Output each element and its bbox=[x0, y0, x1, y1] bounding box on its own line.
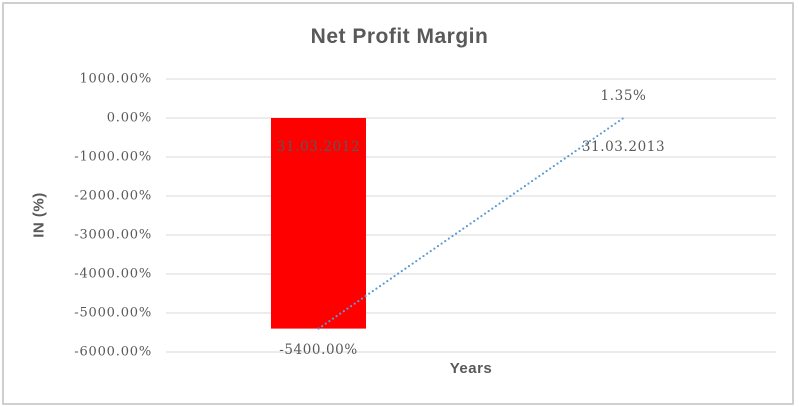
x-axis-title: Years bbox=[449, 360, 493, 377]
y-axis-tick-label: -1000.00% bbox=[74, 149, 152, 165]
chart-title: Net Profit Margin bbox=[310, 25, 489, 48]
data-label: 1.35% bbox=[600, 87, 647, 104]
bar-31.03.2012 bbox=[271, 118, 366, 329]
y-axis-tick-label: -6000.00% bbox=[74, 344, 152, 360]
y-axis-tick-label: 1000.00% bbox=[79, 71, 152, 87]
y-axis-tick-label: -2000.00% bbox=[74, 188, 152, 204]
data-label: -5400.00% bbox=[279, 341, 358, 358]
y-axis-tick-label: -3000.00% bbox=[74, 227, 152, 243]
category-label: 31.03.2012 bbox=[276, 138, 361, 155]
y-axis-tick-label: -4000.00% bbox=[74, 266, 152, 282]
category-label: 31.03.2013 bbox=[581, 138, 666, 155]
y-axis-tick-label: 0.00% bbox=[106, 110, 152, 126]
y-axis-tick-label: -5000.00% bbox=[74, 305, 152, 321]
trend-line bbox=[317, 116, 625, 330]
